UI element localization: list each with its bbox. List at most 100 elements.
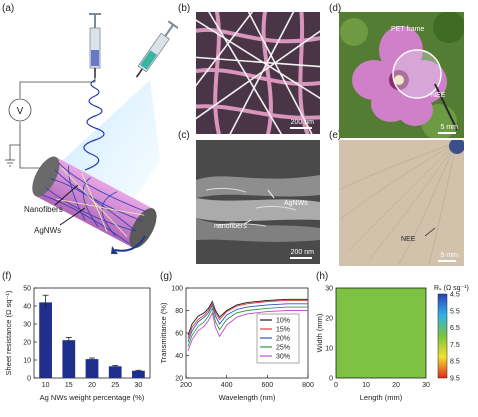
syringe-1-icon — [89, 13, 101, 78]
y-tick-label: 50 — [23, 286, 31, 293]
agnws-label-c: AgNWs — [284, 200, 308, 207]
skin-scene — [339, 140, 464, 266]
heatmap-area — [336, 288, 426, 378]
legend-label: 20% — [276, 336, 290, 343]
legend-label: 15% — [276, 327, 290, 334]
bar — [85, 359, 99, 378]
panel-label-a: (a) — [2, 3, 15, 14]
panel-label-g: (g) — [160, 271, 173, 282]
colorbar — [437, 293, 448, 379]
x-axis-title: Length (mm) — [360, 393, 403, 402]
series-line — [187, 299, 308, 339]
collector-drum — [32, 156, 157, 249]
nanowire-network — [196, 12, 320, 134]
legend-label: 30% — [276, 354, 290, 361]
nee-label-d: NEE — [431, 92, 446, 99]
scalebar-label-b: 200 nm — [290, 119, 314, 126]
y-tick-label: 100 — [171, 286, 183, 293]
y-axis-title: Width (mm) — [316, 313, 324, 352]
x-tick-label: 15 — [65, 382, 73, 389]
x-tick-label: 600 — [261, 382, 273, 389]
nanofibers-label-c: nanofibers — [214, 223, 247, 230]
y-tick-label: 80 — [175, 308, 183, 315]
series-line — [187, 310, 308, 352]
sem-image-c: AgNWs nanofibers 200 nm — [196, 140, 320, 264]
scalebar-d — [438, 132, 456, 134]
colorbar-title: Rₛ (Ω sq⁻¹) — [434, 285, 469, 292]
x-tick-label: 30 — [135, 382, 143, 389]
panel-label-h: (h) — [316, 271, 329, 282]
series-line — [187, 303, 308, 343]
panel-label-d: (d) — [329, 3, 342, 14]
y-tick-label: 10 — [23, 358, 31, 365]
colorbar-tick-label: 9.5 — [450, 376, 460, 383]
y-axis-title: Sheet resistance (Ω sq⁻¹) — [4, 290, 13, 376]
x-axis-title: Wavelength (nm) — [219, 393, 276, 402]
x-tick-label: 30 — [422, 382, 430, 389]
transmittance-line-chart: 20 40 60 80 100 200 400 600 800 10% 15% 20% 25% 30% Wa… — [159, 286, 314, 403]
bar — [39, 302, 52, 378]
sem-image-b: 200 nm — [196, 12, 320, 134]
skin-photo: NEE 5 mm — [339, 140, 464, 266]
panel-label-b: (b) — [178, 3, 191, 14]
colorbar-tick-label: 7.5 — [450, 342, 460, 349]
x-tick-label: 10 — [362, 382, 370, 389]
y-tick-label: 40 — [175, 353, 183, 360]
y-tick-label: 0 — [329, 376, 333, 383]
legend-label: 10% — [276, 318, 290, 325]
y-tick-label: 20 — [325, 316, 333, 323]
y-tick-label: 10 — [325, 346, 333, 353]
voltmeter-label: V — [17, 106, 24, 117]
sheet-resistance-bar-chart: 0 10 20 30 40 50 10 15 20 25 30 Ag NWs weight perce… — [4, 286, 151, 402]
x-tick-label: 800 — [302, 382, 314, 389]
scalebar-b — [290, 127, 312, 129]
scalebar-c — [290, 257, 312, 259]
y-tick-label: 20 — [23, 340, 31, 347]
panel-label-f: (f) — [2, 271, 12, 282]
colorbar-tick-label: 5.5 — [450, 308, 460, 315]
voltmeter-icon — [8, 98, 32, 122]
colorbar-tick-label: 8.5 — [450, 359, 460, 366]
nanofibers-label: Nanofibers — [24, 205, 63, 214]
colorbar-tick-label: 4.5 — [450, 292, 460, 299]
agnws-label: AgNWs — [34, 226, 62, 235]
y-tick-label: 30 — [23, 322, 31, 329]
y-tick-label: 40 — [23, 304, 31, 311]
series-line — [187, 298, 308, 336]
syringe-2-icon — [135, 20, 178, 78]
x-tick-label: 0 — [334, 382, 338, 389]
panel-label-e: (e) — [329, 130, 342, 141]
y-tick-label: 60 — [175, 331, 183, 338]
plot-frame — [335, 287, 427, 379]
x-tick-label: 400 — [221, 382, 233, 389]
bar — [62, 340, 76, 378]
rotation-arrow-icon — [111, 246, 118, 254]
y-tick-label: 20 — [175, 376, 183, 383]
scalebar-label-d: 5 mm — [440, 124, 459, 131]
x-tick-label: 20 — [88, 382, 96, 389]
electrospinning-schematic: V — [5, 13, 178, 254]
scalebar-e — [438, 260, 456, 262]
bar — [132, 370, 145, 378]
x-tick-label: 10 — [42, 382, 50, 389]
legend-label: 25% — [276, 345, 290, 352]
flower-photo: PET frame NEE 5 mm — [339, 12, 464, 138]
x-tick-label: 200 — [180, 382, 192, 389]
panel-label-c: (c) — [178, 130, 190, 141]
x-tick-label: 25 — [111, 382, 119, 389]
colorbar-tick-label: 6.5 — [450, 325, 460, 332]
y-axis-title: Transmittance (%) — [159, 302, 168, 363]
x-axis-title: Ag NWs weight percentage (%) — [40, 393, 145, 402]
y-tick-label: 30 — [325, 286, 333, 293]
nee-label-e: NEE — [401, 236, 416, 243]
sem-cross-section — [196, 140, 320, 264]
pet-frame-label: PET frame — [391, 26, 425, 33]
series-line — [187, 306, 308, 347]
x-tick-label: 20 — [392, 382, 400, 389]
bar — [108, 366, 122, 378]
sheet-resistance-map: 0 10 20 30 0 10 20 30 Length (mm) Width (mm) 4.5 5.… — [316, 285, 469, 402]
y-tick-label: 0 — [27, 376, 31, 383]
scalebar-label-c: 200 nm — [290, 249, 314, 256]
flower-scene — [339, 12, 464, 138]
scalebar-label-e: 5 mm — [440, 252, 459, 259]
